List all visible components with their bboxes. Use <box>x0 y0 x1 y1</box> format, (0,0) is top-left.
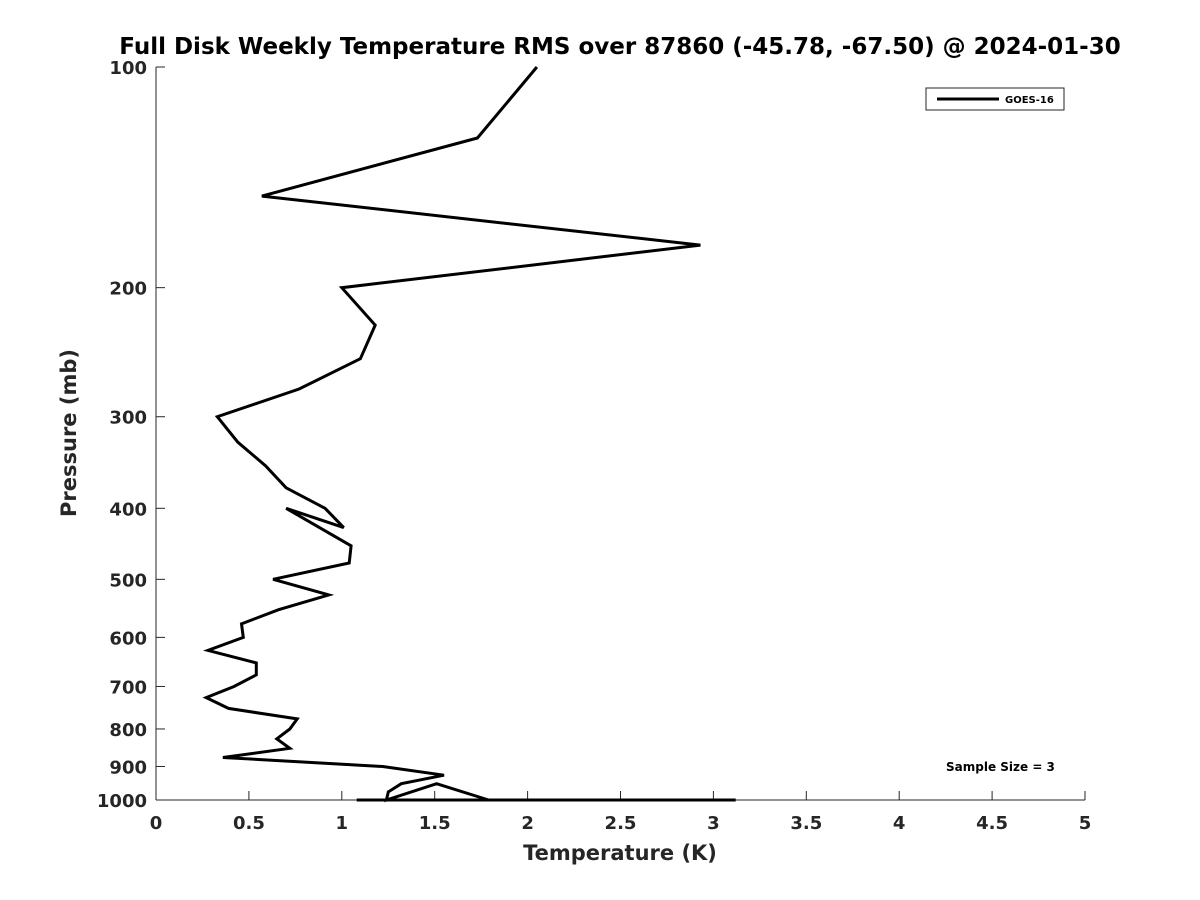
y-tick-label: 200 <box>109 279 147 300</box>
y-tick-label: 600 <box>109 628 147 649</box>
x-tick-label: 0.5 <box>233 813 265 834</box>
y-tick-label: 800 <box>109 720 147 741</box>
y-tick-label: 400 <box>109 499 147 520</box>
series-layer <box>202 66 736 803</box>
y-axis-label: Pressure (mb) <box>57 349 81 517</box>
x-tick-label: 4.5 <box>976 813 1008 834</box>
sample-size-annotation: Sample Size = 3 <box>946 760 1055 774</box>
y-tick-label: 900 <box>109 757 147 778</box>
x-tick-label: 1 <box>336 813 349 834</box>
y-tick-label: 100 <box>109 58 147 79</box>
x-tick-label: 0 <box>150 813 163 834</box>
y-tick-label: 700 <box>109 677 147 698</box>
legend-label-goes16: GOES-16 <box>1005 95 1054 106</box>
x-tick-label: 1.5 <box>419 813 451 834</box>
x-tick-label: 2 <box>521 813 534 834</box>
axes: 0 0.5 1 1.5 2 2.5 3 3.5 4 4.5 5 100 200 300 400 500 600 7… <box>97 58 1091 834</box>
x-tick-label: 4 <box>893 813 906 834</box>
plot-area <box>156 67 1085 800</box>
x-tick-label: 5 <box>1079 813 1092 834</box>
y-tick-label: 500 <box>109 570 147 591</box>
x-tick-label: 3.5 <box>790 813 822 834</box>
x-tick-label: 2.5 <box>605 813 637 834</box>
series-line-goes16 <box>202 66 736 803</box>
y-tick-label: 1000 <box>97 791 147 812</box>
y-tick-label: 300 <box>109 408 147 429</box>
legend: GOES-16 <box>925 87 1065 111</box>
chart-title: Full Disk Weekly Temperature RMS over 87… <box>119 34 1121 60</box>
x-tick-label: 3 <box>707 813 720 834</box>
x-axis-label: Temperature (K) <box>523 841 717 865</box>
